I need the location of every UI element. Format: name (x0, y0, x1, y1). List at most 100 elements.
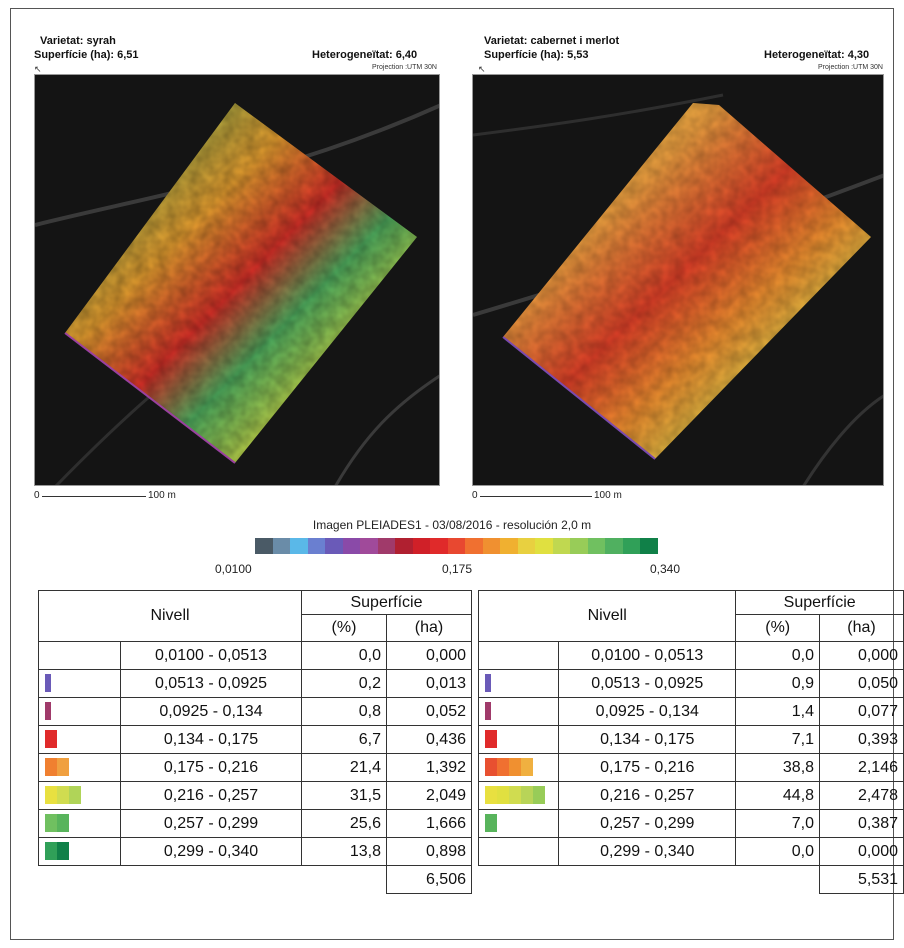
colorbar-segment (500, 538, 518, 554)
legend-swatch (485, 702, 491, 721)
right-heterogeneity-label: Heterogeneïtat: 4,30 (764, 49, 870, 61)
colorbar-segment (622, 538, 640, 554)
surface-hectares: 0,393 (819, 725, 904, 754)
legend-swatch (57, 786, 69, 805)
level-range: 0,299 - 0,340 (120, 837, 302, 866)
colorbar-segment (552, 538, 570, 554)
surface-percent: 44,8 (735, 781, 821, 810)
legend-swatch (485, 730, 497, 749)
table-row: 0,257 - 0,299 7,0 0,387 (477, 809, 904, 838)
legend-swatch-cell (38, 837, 121, 866)
colorbar-segment (465, 538, 483, 554)
surface-hectares: 2,049 (386, 781, 472, 810)
colorbar-segment (517, 538, 535, 554)
legend-swatch-cell (38, 697, 121, 726)
table-row: 0,216 - 0,257 31,5 2,049 (38, 781, 472, 810)
surface-percent: 1,4 (735, 697, 821, 726)
right-area-label: Superfície (ha): 5,53 (484, 49, 589, 61)
left-area-label: Superfície (ha): 6,51 (34, 49, 139, 61)
colorbar-segment (412, 538, 430, 554)
left-level-table: Nivell Superfície (%) (ha) 0,0100 - 0,0513 0,… (38, 589, 472, 894)
colorbar-segment (535, 538, 553, 554)
total-spacer (479, 866, 820, 894)
colorbar-segment (290, 538, 308, 554)
legend-swatch-cell (477, 725, 560, 754)
legend-swatch (485, 758, 497, 777)
legend-swatch (509, 786, 521, 805)
left-north-arrow-icon: ↖ (34, 64, 42, 74)
table-row: 0,216 - 0,257 44,8 2,478 (477, 781, 904, 810)
legend-swatch (45, 814, 57, 833)
left-scale-zero: 0 (34, 490, 40, 501)
right-scale-bar: 0 100 m (472, 490, 622, 501)
surface-hectares: 0,000 (819, 641, 904, 670)
header-surface: Superfície (735, 589, 904, 616)
level-range: 0,0513 - 0,0925 (120, 669, 302, 698)
right-variety-label: Varietat: cabernet i merlot (484, 35, 620, 47)
legend-swatch (521, 786, 533, 805)
surface-percent: 0,0 (735, 641, 821, 670)
colorbar-segment (587, 538, 605, 554)
colorbar-segment (307, 538, 325, 554)
level-range: 0,0513 - 0,0925 (558, 669, 737, 698)
colorbar-mid-label: 0,175 (442, 562, 473, 576)
table-row: 0,0925 - 0,134 0,8 0,052 (38, 697, 472, 726)
left-projection-label: Projection :UTM 30N (372, 64, 437, 71)
colorbar-max-label: 0,340 (650, 562, 681, 576)
right-level-table: Nivell Superfície (%) (ha) 0,0100 - 0,0513 0,… (477, 589, 904, 894)
left-scale-line (42, 496, 146, 497)
surface-percent: 0,9 (735, 669, 821, 698)
colorbar-segment (395, 538, 413, 554)
header-percent: (%) (735, 614, 821, 642)
level-range: 0,257 - 0,299 (558, 809, 737, 838)
table-row: 0,299 - 0,340 0,0 0,000 (477, 837, 904, 866)
right-scale-zero: 0 (472, 490, 478, 501)
surface-hectares: 0,000 (819, 837, 904, 866)
level-range: 0,134 - 0,175 (120, 725, 302, 754)
right-scale-length: 100 m (594, 490, 622, 501)
surface-hectares: 0,050 (819, 669, 904, 698)
table-row: 0,134 - 0,175 7,1 0,393 (477, 725, 904, 754)
right-map (472, 74, 884, 486)
surface-hectares: 0,013 (386, 669, 472, 698)
surface-percent: 0,8 (301, 697, 387, 726)
total-row: 6,506 (39, 865, 472, 894)
colorbar-segment (482, 538, 500, 554)
header-percent: (%) (301, 614, 387, 642)
table-row: 0,0513 - 0,0925 0,2 0,013 (38, 669, 472, 698)
level-range: 0,299 - 0,340 (558, 837, 737, 866)
legend-swatch (45, 702, 51, 721)
surface-hectares: 0,077 (819, 697, 904, 726)
legend-swatch (45, 674, 51, 693)
colorbar-segment (605, 538, 623, 554)
table-row: 0,0100 - 0,0513 0,0 0,000 (38, 641, 472, 670)
legend-swatch-cell (38, 809, 121, 838)
legend-swatch (45, 730, 57, 749)
legend-swatch (497, 786, 509, 805)
surface-hectares: 0,436 (386, 725, 472, 754)
legend-swatch (45, 786, 57, 805)
surface-percent: 25,6 (301, 809, 387, 838)
legend-swatch-cell (477, 669, 560, 698)
left-map-svg (35, 103, 439, 485)
surface-hectares: 2,478 (819, 781, 904, 810)
level-range: 0,175 - 0,216 (120, 753, 302, 782)
legend-swatch (69, 786, 81, 805)
surface-hectares: 0,052 (386, 697, 472, 726)
level-range: 0,216 - 0,257 (558, 781, 737, 810)
table-row: 0,175 - 0,216 21,4 1,392 (38, 753, 472, 782)
level-range: 0,257 - 0,299 (120, 809, 302, 838)
level-range: 0,0925 - 0,134 (558, 697, 737, 726)
header-level: Nivell (477, 590, 737, 642)
table-row: 0,257 - 0,299 25,6 1,666 (38, 809, 472, 838)
left-scale-bar: 0 100 m (34, 490, 176, 501)
legend-swatch-cell (38, 753, 121, 782)
surface-percent: 7,0 (735, 809, 821, 838)
legend-swatch-cell (477, 837, 560, 866)
surface-percent: 31,5 (301, 781, 387, 810)
level-range: 0,0100 - 0,0513 (558, 641, 737, 670)
legend-swatch (497, 758, 509, 777)
legend-swatch (521, 758, 533, 777)
total-row: 5,531 (479, 865, 904, 894)
right-north-arrow-icon: ↖ (478, 64, 486, 74)
